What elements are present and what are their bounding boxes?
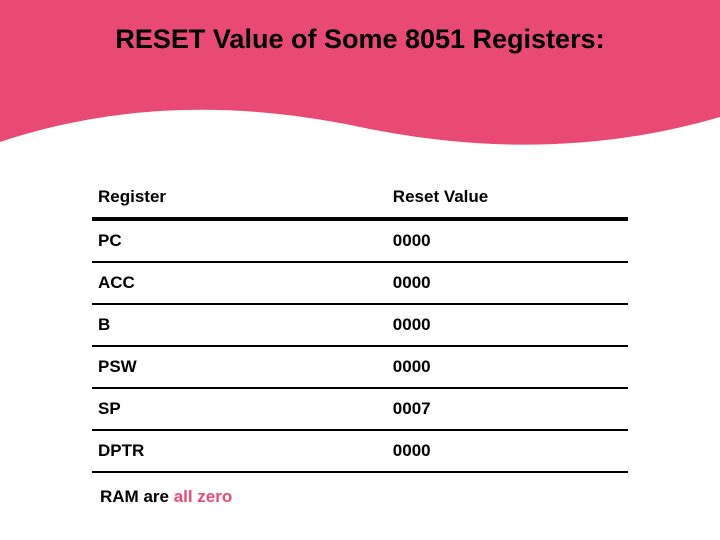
header-register: Register — [92, 179, 387, 219]
banner-wave-decoration — [0, 97, 720, 157]
footnote: RAM are all zero — [92, 487, 628, 507]
cell-reset-value: 0007 — [387, 388, 628, 430]
table-row: DPTR0000 — [92, 430, 628, 472]
table-body: PC0000ACC0000B0000PSW0000SP0007DPTR0000 — [92, 219, 628, 472]
cell-register: DPTR — [92, 430, 387, 472]
cell-register: PSW — [92, 346, 387, 388]
cell-reset-value: 0000 — [387, 346, 628, 388]
table-row: B0000 — [92, 304, 628, 346]
content-area: Register Reset Value PC0000ACC0000B0000P… — [0, 155, 720, 507]
table-header-row: Register Reset Value — [92, 179, 628, 219]
cell-reset-value: 0000 — [387, 219, 628, 262]
cell-reset-value: 0000 — [387, 262, 628, 304]
cell-register: ACC — [92, 262, 387, 304]
table-row: SP0007 — [92, 388, 628, 430]
cell-register: B — [92, 304, 387, 346]
cell-reset-value: 0000 — [387, 304, 628, 346]
table-row: ACC0000 — [92, 262, 628, 304]
header-reset-value: Reset Value — [387, 179, 628, 219]
cell-reset-value: 0000 — [387, 430, 628, 472]
cell-register: SP — [92, 388, 387, 430]
footnote-pretext: RAM are — [100, 487, 174, 506]
registers-table: Register Reset Value PC0000ACC0000B0000P… — [92, 179, 628, 473]
cell-register: PC — [92, 219, 387, 262]
table-row: PC0000 — [92, 219, 628, 262]
footnote-accent: all zero — [174, 487, 233, 506]
table-row: PSW0000 — [92, 346, 628, 388]
title-banner: RESET Value of Some 8051 Registers: — [0, 0, 720, 155]
slide-title: RESET Value of Some 8051 Registers: — [0, 24, 720, 55]
